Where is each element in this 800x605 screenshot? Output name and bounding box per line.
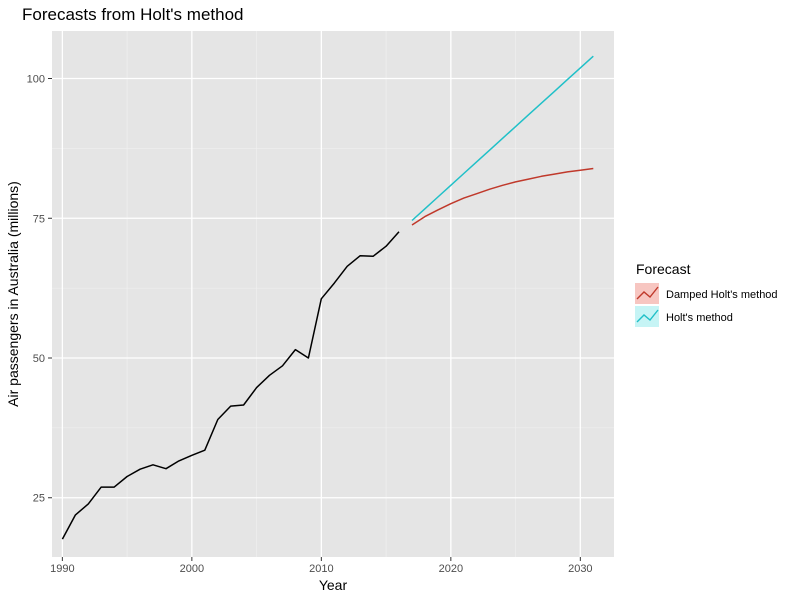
y-tick-label: 50 (33, 353, 45, 365)
chart-title: Forecasts from Holt's method (22, 5, 243, 24)
observed-series-line (61, 231, 400, 540)
legend-label: Damped Holt's method (666, 289, 778, 301)
legend-key (635, 283, 659, 304)
series-layer (61, 55, 594, 540)
legend-key-line (636, 309, 659, 323)
y-tick-label: 25 (33, 493, 45, 505)
damped-holt-forecast-line (411, 167, 594, 226)
x-axis-title: Year (319, 577, 348, 593)
x-tick-label: 2030 (568, 563, 592, 575)
grid-layer (52, 31, 614, 557)
legend-key (635, 306, 659, 327)
legend-key-line (636, 286, 659, 300)
x-tick-label: 1990 (50, 563, 74, 575)
legend-items: Damped Holt's method Holt's method (635, 283, 778, 327)
y-tick-label: 100 (27, 74, 45, 86)
x-tick-label: 2000 (180, 563, 204, 575)
x-tick-label: 2010 (309, 563, 333, 575)
legend-title: Forecast (636, 261, 691, 277)
axis-layer: 1990 2000 2010 2020 2030 25 50 75 100 (27, 74, 593, 575)
legend-label: Holt's method (666, 312, 733, 324)
holt-forecast-line (411, 55, 594, 222)
plot-panel (52, 31, 614, 557)
legend: Forecast Damped Holt's method Holt's meth… (635, 261, 778, 327)
y-tick-label: 75 (33, 213, 45, 225)
y-axis-title: Air passengers in Australia (millions) (5, 181, 21, 407)
x-tick-label: 2020 (439, 563, 463, 575)
